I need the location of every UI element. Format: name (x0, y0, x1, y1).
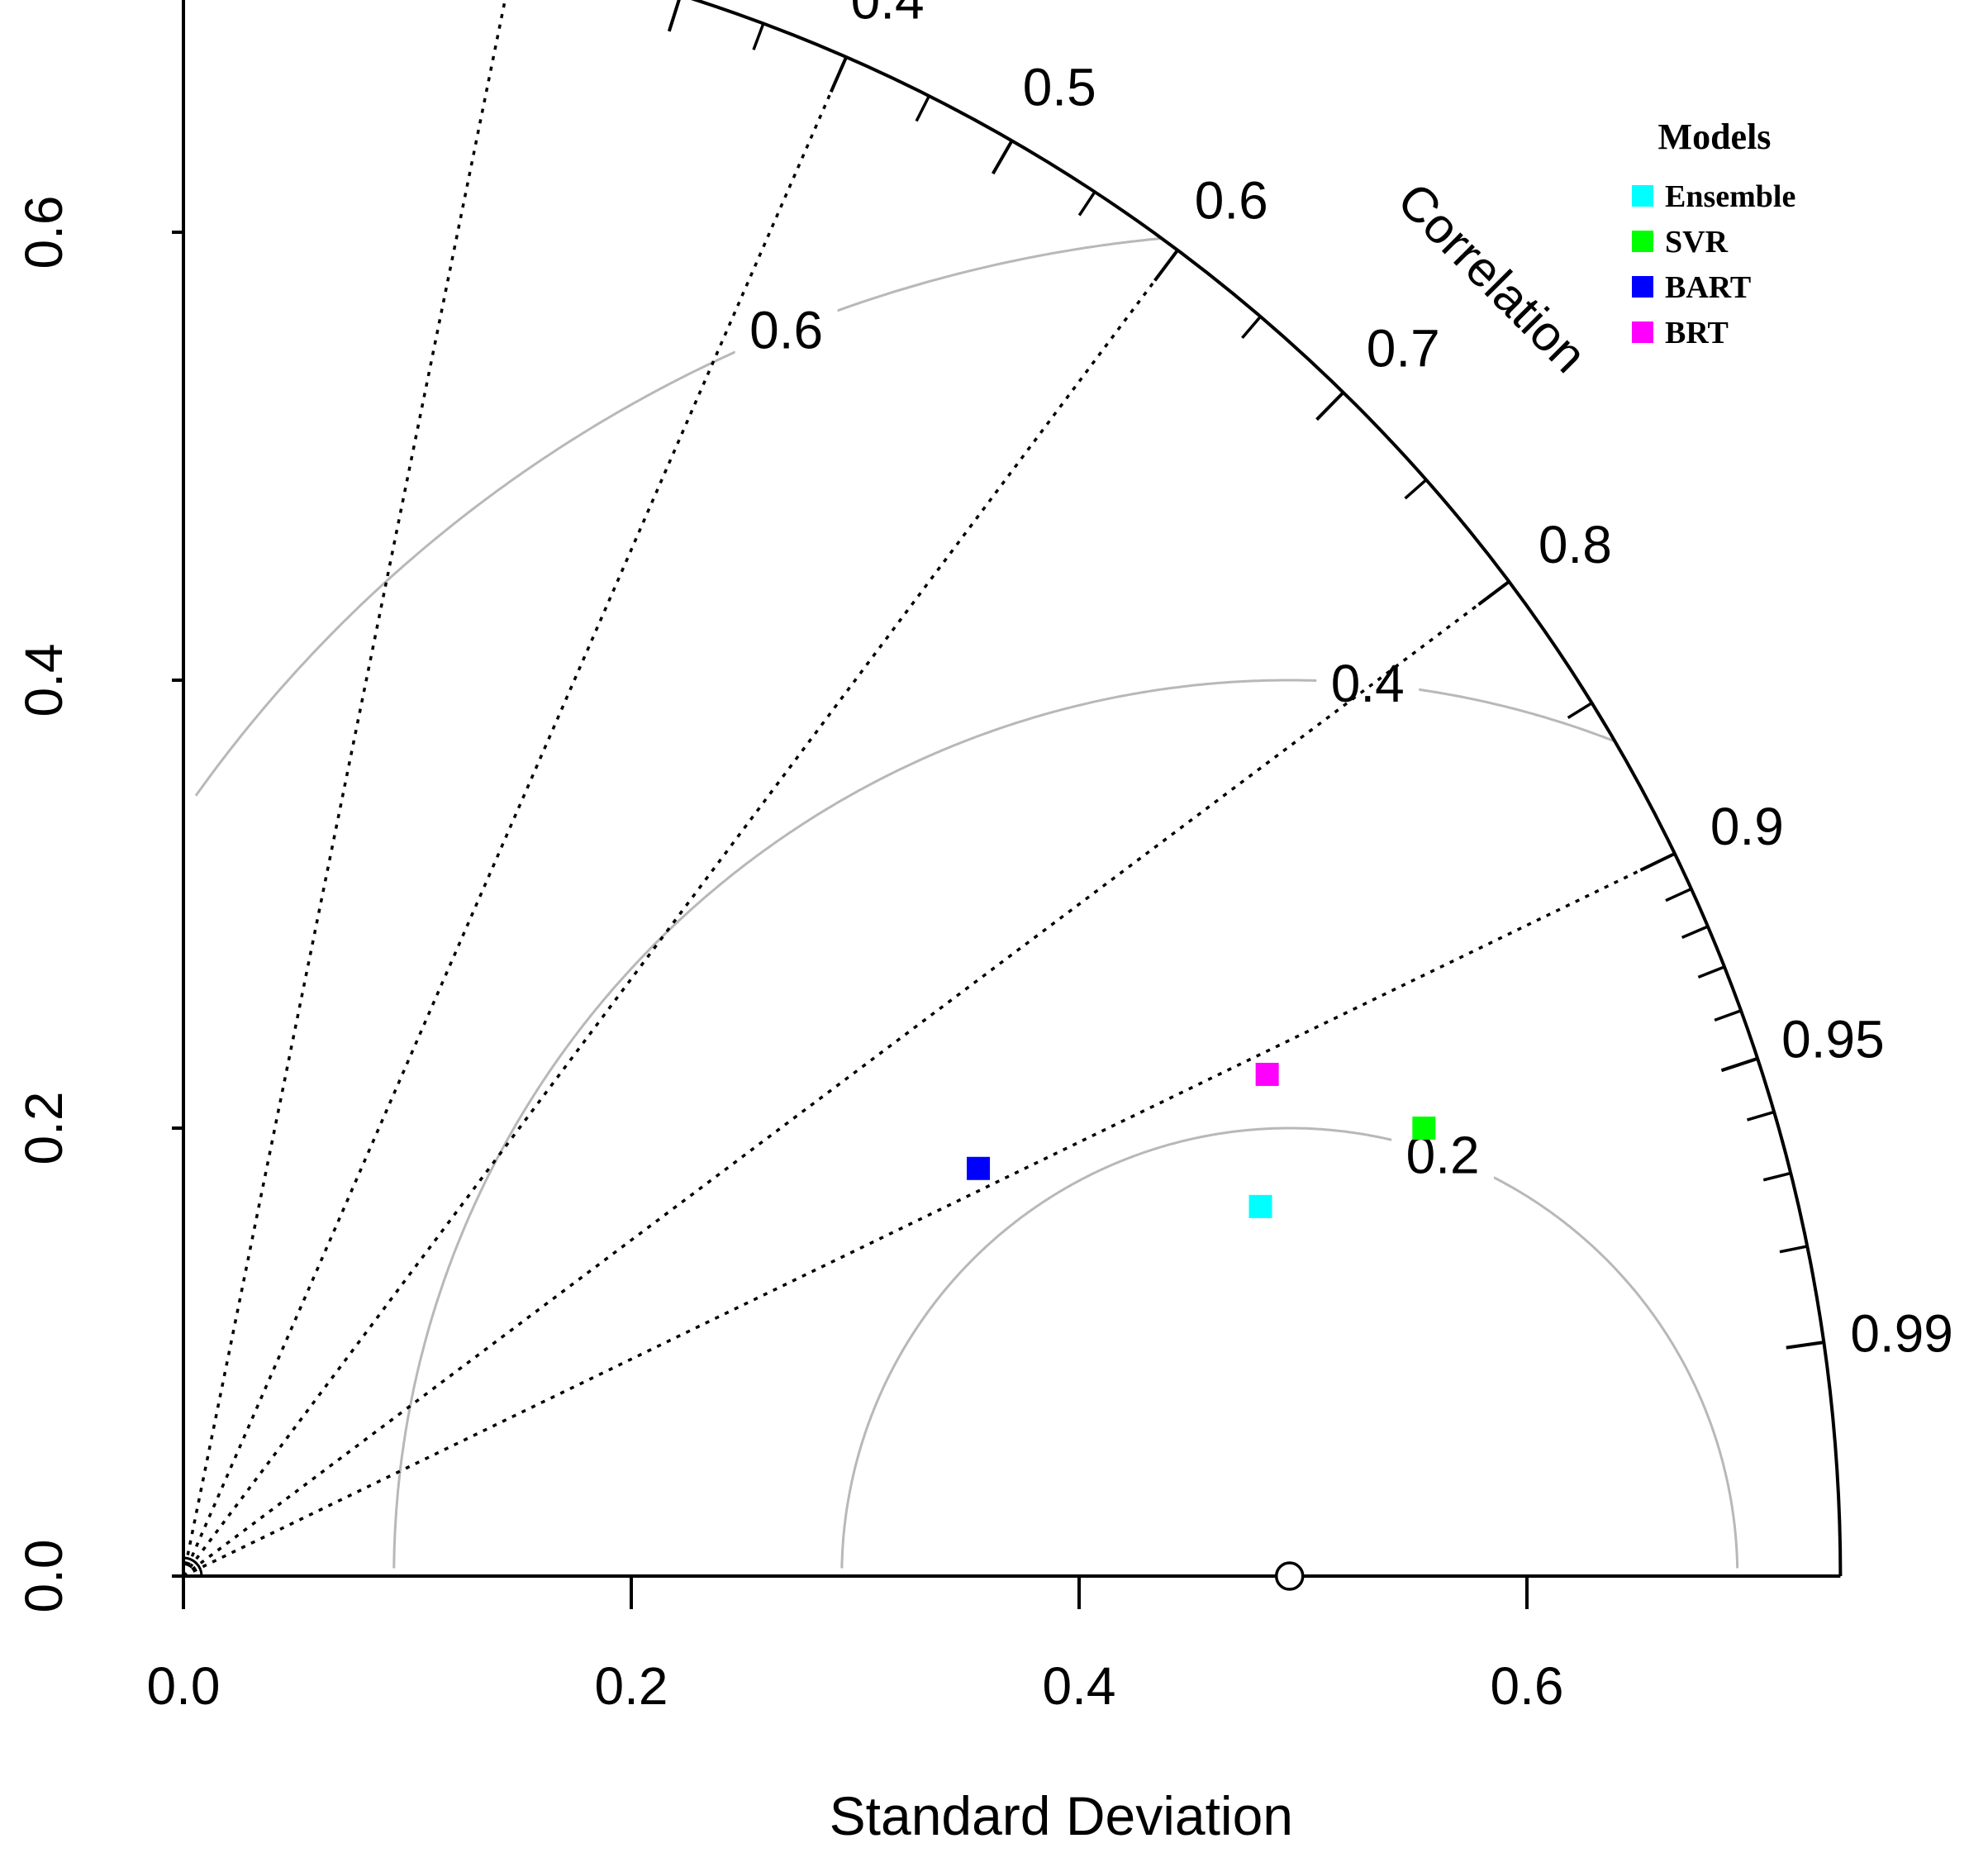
legend-label: BART (1665, 270, 1751, 305)
model-point (1248, 1194, 1272, 1218)
legend-label: Ensemble (1665, 179, 1795, 214)
correlation-minor-tick (915, 95, 930, 122)
correlation-minor-tick (1762, 1171, 1791, 1182)
legend-swatch (1632, 321, 1653, 343)
y-axis-tick-label: 0.0 (14, 1540, 74, 1613)
correlation-tick-label: 0.8 (1539, 515, 1612, 574)
correlation-major-tick (829, 56, 848, 93)
correlation-minor-tick (752, 22, 765, 50)
rms-contour-label: 0.4 (1331, 654, 1405, 713)
x-axis-tick-label: 0.6 (1491, 1656, 1564, 1716)
correlation-tick-label: 0.9 (1710, 797, 1784, 856)
rms-contour-arc (194, 237, 1162, 797)
correlation-minor-tick (1077, 191, 1096, 217)
legend-swatch (1632, 276, 1653, 298)
x-axis-label: Standard Deviation (830, 1785, 1293, 1846)
correlation-major-tick (667, 0, 681, 32)
correlation-ray (183, 852, 1676, 1578)
model-point (1412, 1117, 1436, 1140)
diagram-frame (182, 0, 1843, 1591)
legend-swatch (1632, 185, 1653, 207)
correlation-minor-tick (1665, 887, 1692, 903)
correlation-minor-tick (1747, 1110, 1775, 1122)
correlation-minor-tick (1241, 315, 1262, 340)
model-point (967, 1156, 991, 1180)
legend: Models Ensemble SVR BART BRT (1632, 117, 1795, 350)
correlation-major-tick (1153, 249, 1179, 282)
model-points (967, 1062, 1436, 1218)
y-axis-tick-label: 0.2 (14, 1092, 74, 1165)
correlation-minor-tick (1697, 965, 1725, 979)
legend-swatch (1632, 231, 1653, 252)
outer-arc (690, 0, 1843, 1577)
correlation-ray (182, 580, 1510, 1578)
rms-contours: 0.20.40.6 (194, 237, 1739, 1569)
x-axis-tick-label: 0.2 (595, 1656, 668, 1716)
correlation-major-tick (1786, 1341, 1824, 1350)
correlation-tick-label: 0.7 (1367, 318, 1440, 378)
origin-mark (183, 1556, 203, 1577)
legend-label: BRT (1665, 316, 1729, 350)
legend-title: Models (1658, 117, 1772, 157)
rms-contour-label-bg (1316, 655, 1420, 712)
correlation-rays (182, 0, 1676, 1578)
correlation-tick-label: 0.5 (1023, 57, 1096, 117)
correlation-major-tick (1315, 391, 1345, 422)
y-axis-tick-label: 0.4 (14, 644, 74, 717)
correlation-ray (182, 0, 507, 1577)
correlation-ray (182, 249, 1179, 1578)
correlation-minor-tick (1714, 1009, 1742, 1022)
correlation-tick-label: 0.99 (1850, 1304, 1953, 1364)
correlation-ticks: 0.10.20.30.40.50.60.70.80.90.950.99 (667, 0, 1953, 1364)
correlation-ray (182, 56, 848, 1577)
correlation-minor-tick (1567, 702, 1593, 719)
rms-contour-label-bg (735, 302, 838, 359)
rms-contour-label: 0.6 (749, 300, 823, 360)
correlation-minor-tick (1404, 479, 1428, 500)
correlation-tick-label: 0.95 (1781, 1009, 1885, 1069)
model-point (1255, 1062, 1279, 1086)
correlation-tick-label: 0.6 (1195, 171, 1268, 231)
x-axis-tick-label: 0.4 (1043, 1656, 1116, 1716)
legend-label: SVR (1665, 225, 1729, 260)
correlation-major-tick (1477, 580, 1510, 606)
correlation-tick-label: 0.4 (851, 0, 925, 30)
correlation-minor-tick (1681, 925, 1709, 939)
rms-contour-arc (840, 1126, 1739, 1569)
correlation-major-tick (991, 140, 1014, 175)
correlation-major-tick (1720, 1056, 1758, 1073)
sd-axis-ticks: 0.0 0.0 0.2 0.2 0.4 0.4 0.6 0.6 (14, 196, 1563, 1716)
x-axis-tick-label: 0.0 (147, 1656, 221, 1716)
reference-point (1274, 1561, 1305, 1591)
y-axis-tick-label: 0.6 (14, 196, 74, 269)
correlation-minor-tick (1779, 1245, 1808, 1254)
rms-contour-label-bg (1391, 1126, 1495, 1184)
correlation-major-tick (1639, 852, 1676, 872)
